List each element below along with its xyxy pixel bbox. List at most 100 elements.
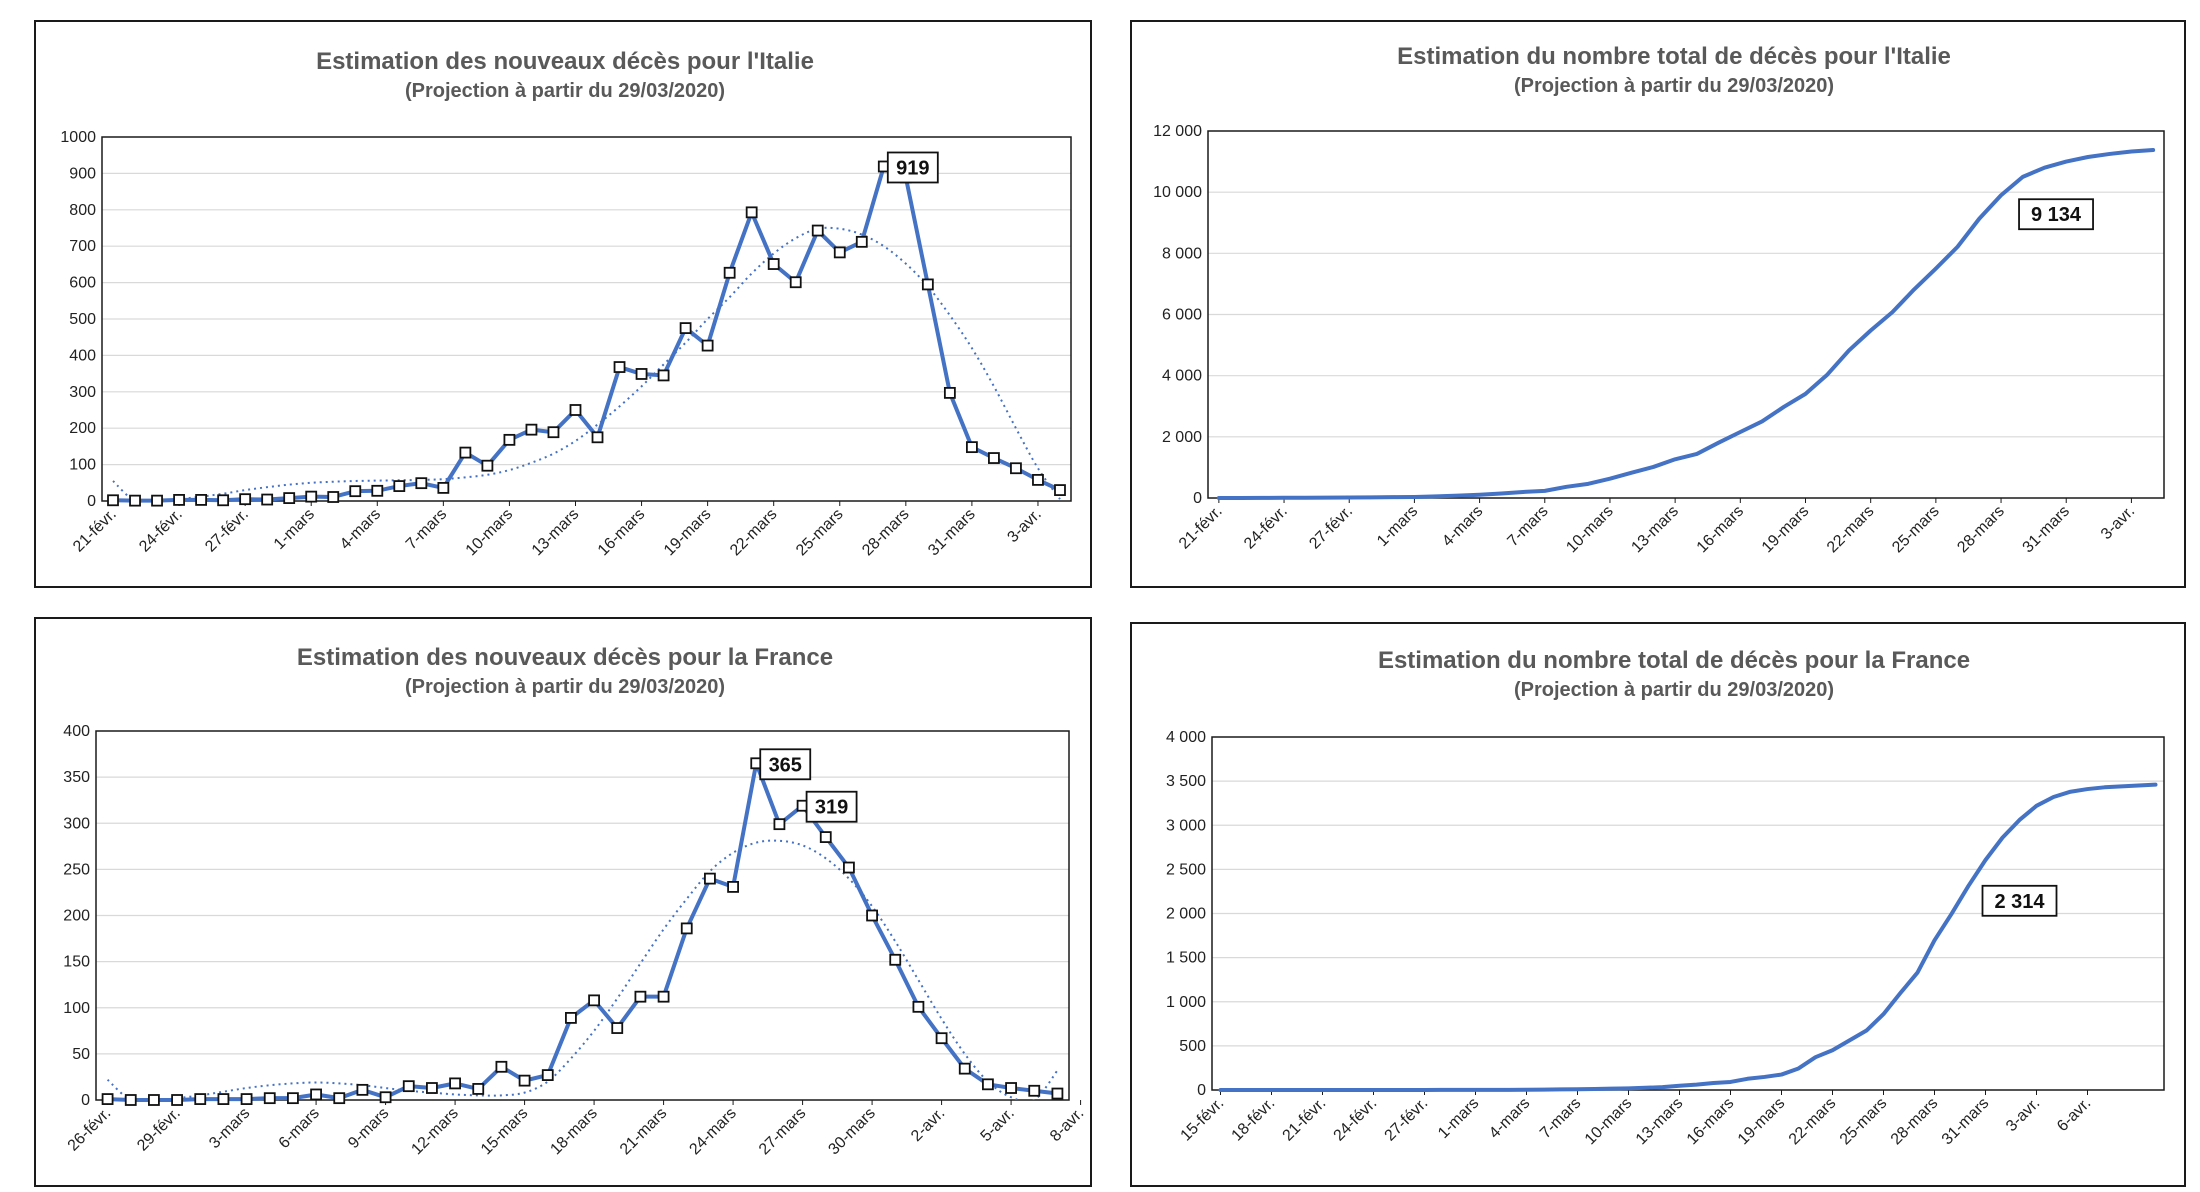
y-tick-label: 12 000 (1153, 123, 1202, 140)
x-tick-label: 28-mars (1954, 503, 2008, 557)
x-tick-label: 13-mars (529, 506, 583, 560)
data-point (472, 1083, 485, 1095)
data-point (611, 1022, 624, 1034)
series-line (111, 164, 1062, 503)
y-tick-label: 3 000 (1166, 817, 1206, 834)
x-tick-label: 10-mars (1582, 1095, 1636, 1149)
y-tick-label: 8 000 (1162, 245, 1202, 262)
x-tick-label: 8-avr. (1047, 1105, 1087, 1145)
data-label-box (2018, 198, 2094, 231)
data-point (310, 1088, 322, 1101)
x-tick-label: 13-mars (1633, 1095, 1687, 1149)
data-point (635, 368, 648, 380)
chart-svg-france-new: Estimation des nouveaux décès pour la Fr… (63, 644, 1087, 1159)
data-point (680, 922, 693, 935)
x-tick-label: 12-mars (408, 1105, 462, 1159)
y-tick-label: 400 (69, 347, 96, 364)
y-tick-label: 500 (69, 311, 96, 328)
data-point (148, 1094, 160, 1106)
x-tick-label: 10-mars (463, 506, 517, 560)
data-point (701, 339, 714, 352)
chart-france-new: Estimation des nouveaux décès pour la Fr… (34, 617, 1092, 1187)
data-point (426, 1082, 438, 1094)
data-point (481, 459, 494, 472)
data-point (239, 493, 252, 506)
data-point (634, 990, 647, 1003)
x-tick-label: 24-mars (686, 1105, 740, 1159)
data-label: 365 (769, 754, 802, 776)
data-point (349, 485, 362, 498)
data-point (449, 1077, 461, 1090)
x-tick-label: 21-févr. (1280, 1095, 1330, 1145)
data-point (591, 431, 604, 444)
y-tick-label: 200 (63, 908, 90, 925)
data-point (305, 490, 318, 503)
x-tick-label: 7-mars (403, 506, 450, 553)
data-label-box (805, 790, 858, 823)
x-tick-label: 15-févr. (1178, 1095, 1228, 1145)
x-tick-label: 13-mars (1628, 503, 1682, 557)
y-tick-label: 1 000 (1166, 994, 1206, 1011)
chart-france-total: Estimation du nombre total de décès pour… (1130, 622, 2186, 1187)
data-point (767, 258, 780, 270)
y-tick-label: 200 (69, 420, 96, 437)
x-tick-label: 9-mars (345, 1105, 392, 1152)
data-point (679, 322, 692, 335)
data-point (1032, 473, 1044, 486)
y-tick-label: 350 (63, 769, 90, 786)
data-point (371, 484, 384, 497)
x-tick-label: 21-févr. (1176, 503, 1226, 553)
x-tick-label: 10-mars (1563, 503, 1617, 557)
data-point (811, 224, 824, 237)
data-point (101, 1093, 114, 1105)
data-label-box (1981, 884, 2058, 917)
chart-italy-new: Estimation des nouveaux décès pour l'Ita… (34, 20, 1092, 588)
y-tick-label: 4 000 (1162, 368, 1202, 385)
x-tick-label: 31-mars (1939, 1095, 1993, 1149)
x-tick-label: 21-mars (617, 1105, 671, 1159)
data-point (393, 480, 406, 492)
x-tick-label: 27-févr. (1382, 1095, 1432, 1145)
y-tick-label: 400 (63, 723, 90, 740)
data-point (1028, 1084, 1041, 1097)
trendline (112, 226, 1061, 501)
x-tick-label: 22-mars (1824, 503, 1878, 557)
x-tick-label: 1-mars (1374, 503, 1421, 550)
data-point (819, 831, 832, 843)
x-tick-label: 3-avr. (2003, 1095, 2043, 1135)
x-tick-label: 30-mars (825, 1105, 879, 1159)
y-tick-label: 3 500 (1166, 773, 1206, 790)
x-tick-label: 31-mars (925, 506, 979, 560)
x-tick-label: 6-avr. (2054, 1095, 2094, 1135)
x-tick-label: 4-mars (337, 506, 384, 553)
data-point (1051, 1087, 1064, 1100)
trendline (106, 839, 1059, 1100)
data-point (773, 818, 786, 831)
data-point (1005, 1082, 1017, 1094)
data-point (588, 994, 600, 1007)
data-label: 319 (815, 797, 848, 819)
y-tick-label: 10 000 (1153, 184, 1202, 201)
x-tick-label: 1-mars (271, 506, 318, 553)
y-tick-label: 300 (69, 384, 96, 401)
data-point (855, 235, 868, 248)
x-tick-label: 24-févr. (1241, 503, 1291, 553)
plot-area (1207, 130, 2165, 499)
x-tick-label: 16-mars (1684, 1095, 1738, 1149)
data-point (657, 990, 670, 1003)
data-point (988, 452, 1000, 464)
data-point (657, 369, 670, 382)
data-point (195, 494, 208, 506)
data-point (613, 361, 626, 373)
x-tick-label: 16-mars (1694, 503, 1748, 557)
data-point (958, 1062, 971, 1075)
y-tick-label: 100 (63, 1000, 90, 1017)
data-point (379, 1091, 392, 1104)
y-tick-label: 0 (1193, 490, 1202, 507)
chart-subtitle: (Projection à partir du 29/03/2020) (1514, 679, 1834, 701)
x-tick-label: 27-févr. (1306, 503, 1356, 553)
data-point (704, 872, 716, 885)
data-point (565, 1011, 577, 1024)
data-point (263, 1092, 276, 1105)
chart-svg-italy-total: Estimation du nombre total de décès pour… (1153, 43, 2165, 557)
